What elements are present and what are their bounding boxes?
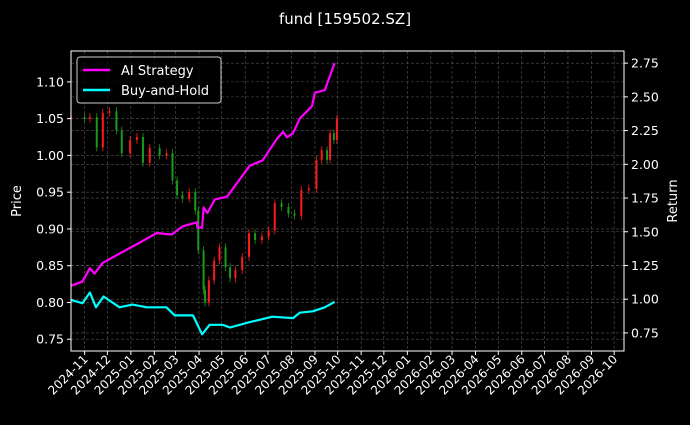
- candle-body: [95, 117, 98, 148]
- right-tick-label: 2.00: [631, 157, 659, 172]
- candle-body: [260, 236, 263, 240]
- candle-body: [194, 192, 197, 211]
- candle-body: [248, 233, 251, 257]
- return-lines: [70, 62, 336, 336]
- candle-body: [287, 206, 290, 214]
- grid: [71, 51, 624, 351]
- candle-body: [158, 148, 161, 156]
- y-label-left: Price: [10, 185, 25, 217]
- legend: AI Strategy Buy-and-Hold: [76, 56, 222, 104]
- left-axis: 0.75 0.80 0.85 0.90 0.95 1.00 1.05 1.10: [36, 74, 71, 347]
- left-tick-label: 0.95: [36, 185, 64, 200]
- candle-body: [254, 233, 257, 240]
- ai-strategy-line: [70, 62, 336, 287]
- candle-body: [165, 153, 168, 156]
- candle-body: [267, 230, 270, 237]
- candle-body: [332, 133, 335, 140]
- candle-body: [135, 137, 138, 140]
- candle-body: [241, 256, 244, 271]
- y-label-right: Return: [666, 179, 681, 222]
- left-tick-label: 1.10: [36, 74, 64, 89]
- left-tick-label: 0.85: [36, 258, 64, 273]
- plot-frame: [70, 50, 625, 352]
- candle-body: [176, 180, 179, 196]
- candle-body: [197, 210, 200, 251]
- candle-body: [320, 150, 323, 160]
- right-tick-label: 2.50: [631, 89, 659, 104]
- buy-hold-line: [70, 291, 336, 336]
- candle-body: [229, 267, 232, 279]
- right-tick-label: 2.25: [631, 123, 659, 138]
- x-axis: 2024-112024-122025-012025-022025-032025-…: [45, 351, 620, 398]
- legend-label-buy-hold: Buy-and-Hold: [121, 84, 209, 99]
- candle-body: [207, 280, 210, 303]
- right-tick-label: 1.25: [631, 258, 659, 273]
- candle-body: [326, 150, 329, 160]
- right-tick-label: 1.00: [631, 292, 659, 307]
- left-tick-label: 0.90: [36, 221, 64, 236]
- candle-body: [108, 111, 111, 113]
- right-axis: 0.75 1.00 1.25 1.50 1.75 2.00 2.25 2.50 2.75: [624, 56, 659, 340]
- candle-body: [202, 250, 205, 290]
- candle-body: [293, 213, 296, 216]
- candle-body: [273, 203, 276, 231]
- candle-body: [83, 117, 86, 119]
- candle-body: [218, 247, 221, 261]
- right-tick-label: 1.75: [631, 191, 659, 206]
- candle-body: [88, 117, 91, 119]
- candle-body: [188, 192, 191, 199]
- candle-body: [129, 139, 132, 154]
- candle-body: [141, 137, 144, 163]
- price-candles: [70, 107, 338, 307]
- left-tick-label: 1.00: [36, 148, 64, 163]
- left-tick-label: 0.80: [36, 295, 64, 310]
- candle-body: [224, 247, 227, 268]
- candle-body: [280, 203, 283, 207]
- candle-body: [213, 260, 216, 281]
- right-tick-label: 2.75: [631, 56, 659, 71]
- candle-body: [315, 159, 318, 189]
- candle-body: [234, 270, 237, 279]
- candle-body: [300, 189, 303, 216]
- candle-body: [115, 111, 118, 131]
- candle-body: [307, 188, 310, 190]
- legend-box: [76, 56, 222, 104]
- candle-body: [181, 195, 184, 199]
- candle-body: [120, 130, 123, 154]
- left-tick-label: 0.75: [36, 332, 64, 347]
- left-tick-label: 1.05: [36, 111, 64, 126]
- candle-body: [171, 153, 174, 181]
- right-tick-label: 1.50: [631, 224, 659, 239]
- right-tick-label: 0.75: [631, 325, 659, 340]
- candle-body: [148, 148, 151, 163]
- candle-body: [101, 112, 104, 148]
- candle-body: [329, 133, 332, 160]
- legend-label-strategy: AI Strategy: [121, 64, 194, 79]
- candle-body: [335, 118, 338, 140]
- candle-body: [204, 289, 207, 303]
- chart-title: fund [159502.SZ]: [279, 10, 411, 28]
